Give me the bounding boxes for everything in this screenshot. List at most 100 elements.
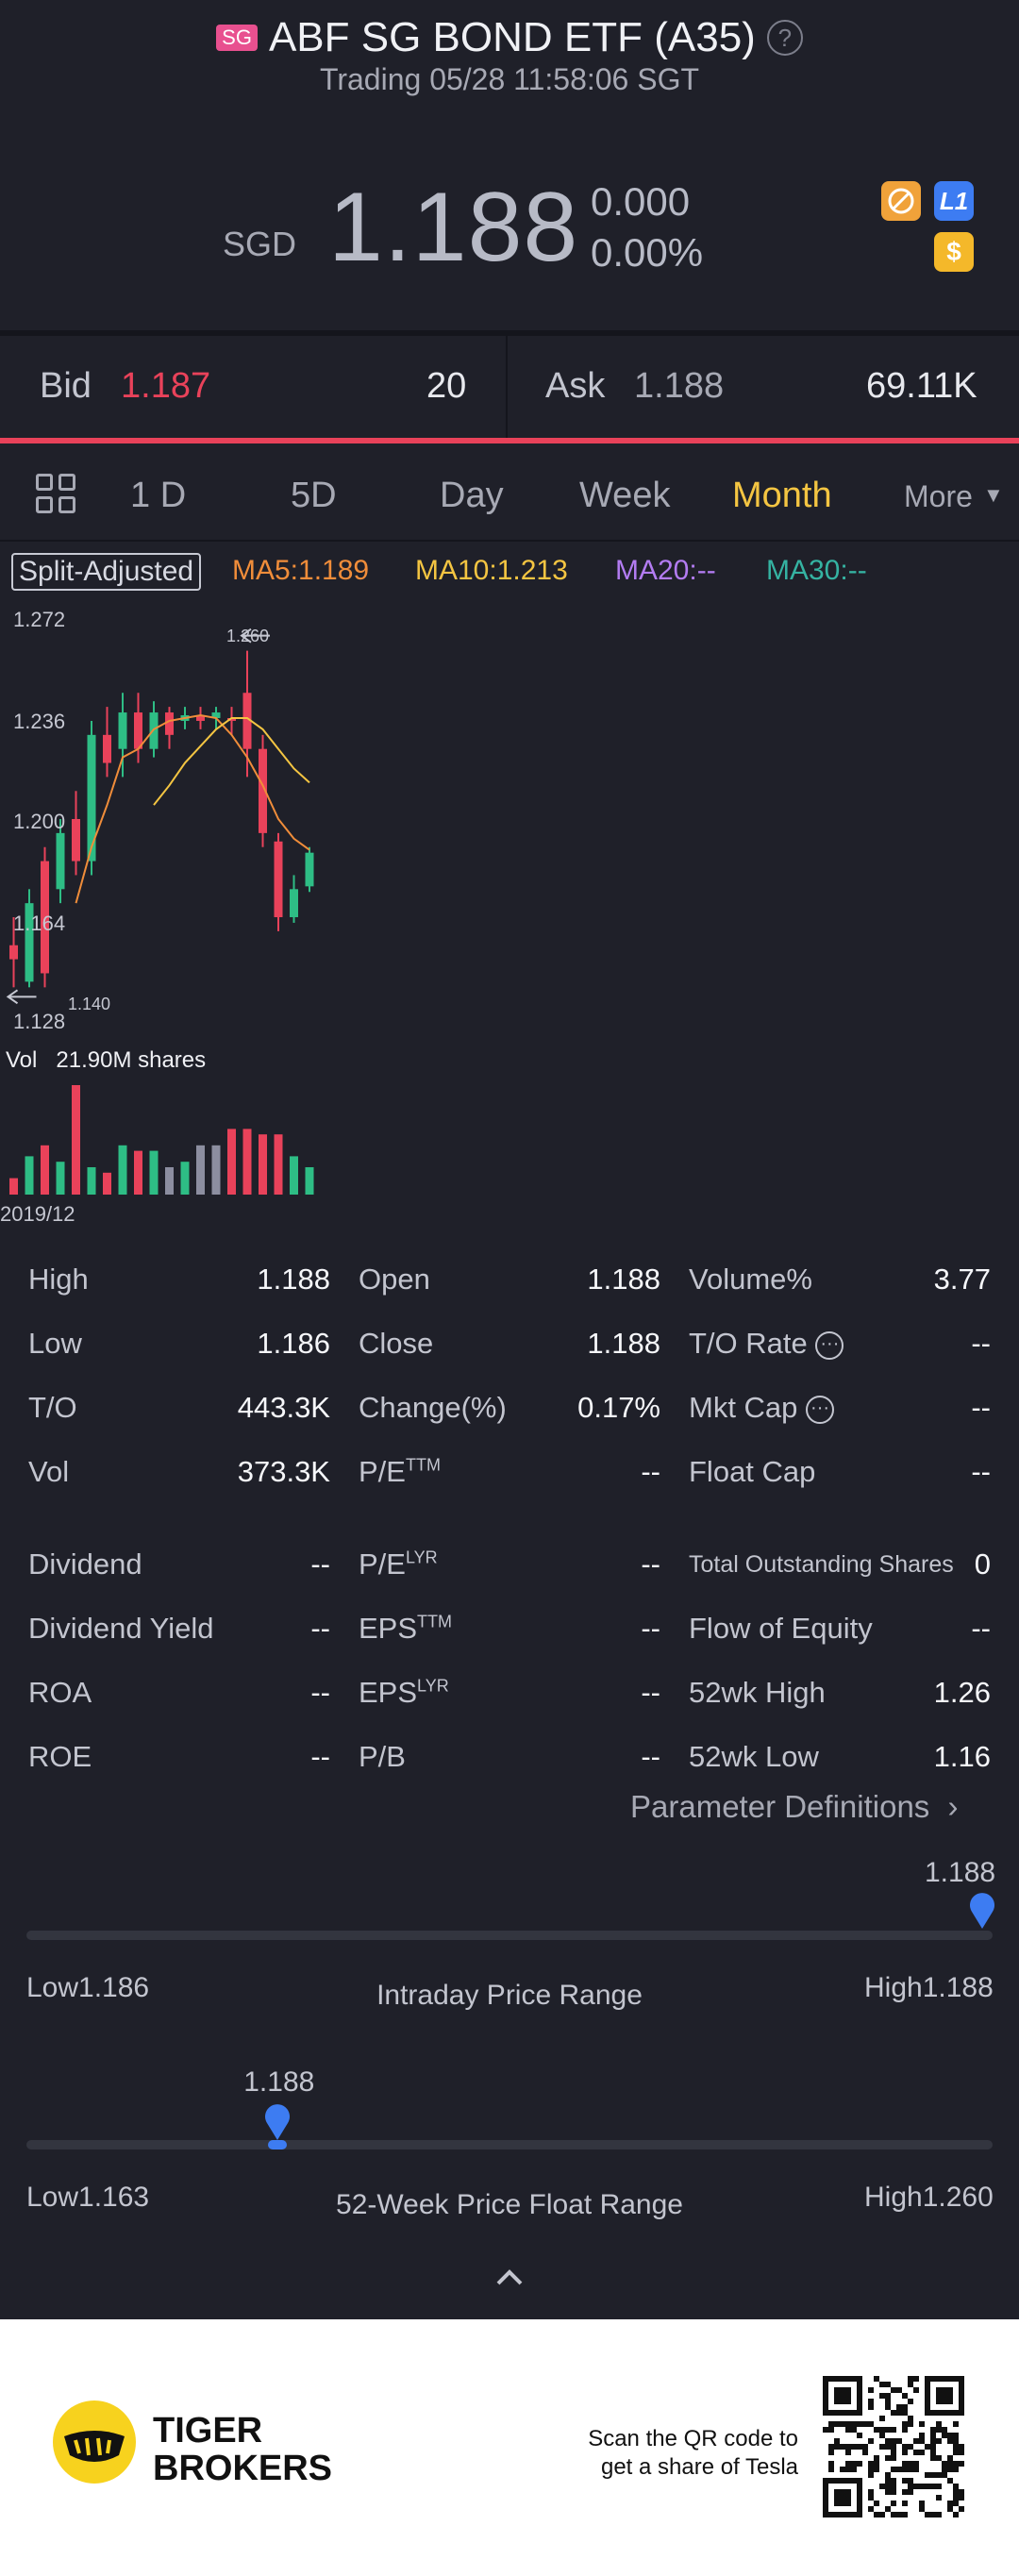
stat-epsttm-value: -- [641,1612,660,1645]
stat-pelyr-value: -- [641,1547,660,1581]
ask-label: Ask [545,366,606,406]
stat-mktcap-value: -- [971,1391,991,1424]
tab-1d[interactable]: 1 D [130,476,187,515]
candle-body [290,889,298,918]
volume-bar [165,1167,174,1195]
page-title: ABF SG BOND ETF (A35) [268,14,756,60]
split-adjusted-toggle[interactable]: Split-Adjusted [11,553,202,591]
price-change-pct: 0.00% [591,230,704,275]
stat-torate-label: T/O Rate ··· [689,1327,844,1361]
stat-dividend-value: -- [310,1547,330,1581]
qr-code-icon[interactable] [823,2376,964,2517]
bid-ask-separator [506,336,508,440]
bid-size: 20 [426,366,467,406]
help-icon[interactable]: ? [766,20,803,56]
period-tabs: 1 D 5D Day Week Month More ▼ [0,449,1019,544]
stat-pettm-label: P/ETTM [359,1455,441,1489]
stat-dividend-label: Dividend [28,1547,142,1581]
footer-banner: TIGER BROKERS Scan the QR code to get a … [0,2319,1019,2576]
tab-month[interactable]: Month [732,476,832,515]
more-info-icon[interactable]: ··· [806,1395,835,1424]
volume-bar [149,1150,159,1195]
volume-bar [242,1129,252,1195]
stat-floatcap-label: Float Cap [689,1455,816,1488]
ask-size: 69.11K [866,366,977,406]
tab-week[interactable]: Week [579,476,671,515]
candle-body [211,712,221,718]
stat-tos-value: 0 [974,1547,991,1581]
tab-day[interactable]: Day [440,476,504,515]
volume-bar [180,1162,190,1195]
ma30-value: MA30:-- [766,555,867,586]
intraday-range-title: Intraday Price Range [376,1980,643,2011]
low-marker-label: 1.140 [68,995,111,1013]
week52-marker-icon [265,2104,291,2140]
volume-bar [196,1145,205,1195]
stat-52wh-label: 52wk High [689,1676,826,1709]
dollar-icon[interactable]: $ [934,232,974,272]
stat-floatcap-value: -- [971,1455,991,1488]
y-tick-label: 1.128 [13,1010,66,1033]
candle-body [134,712,142,749]
stat-roa-label: ROA [28,1676,92,1709]
volume-bar [290,1156,298,1195]
brand-name: TIGER BROKERS [153,2412,332,2487]
price-change: 0.000 [591,179,691,224]
price-line [0,438,1019,443]
stat-epslyr-label: EPSLYR [359,1676,449,1710]
stat-open-label: Open [359,1263,430,1296]
stat-torate-value: -- [971,1327,991,1360]
volume-label: Vol 21.90M shares [6,1047,206,1074]
currency: SGD [223,225,297,263]
stat-flow-label: Flow of Equity [689,1612,873,1645]
stat-close-value: 1.188 [587,1327,660,1360]
stat-epslyr-text: EPS [359,1676,418,1709]
parameter-definitions-link[interactable]: Parameter Definitions › [630,1789,958,1825]
chevron-down-icon[interactable]: ▼ [983,483,1004,507]
brand-line-2: BROKERS [153,2449,333,2488]
volume-value: 21.90M shares [56,1047,207,1073]
brand-line-1: TIGER [153,2411,263,2451]
stat-mktcap-label: Mkt Cap ··· [689,1391,835,1425]
volume-bar [118,1145,127,1195]
more-info-icon[interactable]: ··· [815,1330,844,1360]
volume-bar [274,1134,283,1195]
stat-volpct-label: Volume% [689,1263,812,1296]
volume-bar [56,1162,65,1195]
stat-epsttm-text: EPS [359,1612,418,1645]
volume-bar [103,1172,111,1195]
stat-vol-value: 373.3K [237,1455,330,1488]
intraday-marker-icon [970,1893,994,1929]
intraday-high-label: High1.188 [864,1972,994,2003]
volume-title: Vol [6,1047,38,1073]
stat-roe-label: ROE [28,1740,92,1773]
candle-body [56,832,65,890]
stat-mktcap-text: Mkt Cap [689,1391,798,1424]
bid-label: Bid [40,366,92,406]
stat-52wl-value: 1.16 [933,1740,991,1773]
candle-body [9,945,18,960]
level-one-icon[interactable]: L1 [934,181,974,221]
low-marker-arrow [6,989,37,1005]
layout-grid-icon[interactable] [36,474,77,515]
ma-row: Split-Adjusted MA5:1.189 MA10:1.213 MA20… [0,547,1019,594]
no-shorting-icon[interactable] [881,181,921,221]
candle-body [72,819,80,861]
week52-marker-label: 1.188 [243,2066,315,2098]
stat-pelyr-label: P/ELYR [359,1547,438,1581]
candle-body [196,715,205,721]
stat-epslyr-sup: LYR [417,1676,449,1696]
stat-52wh-value: 1.26 [933,1676,991,1709]
stat-low-label: Low [28,1327,82,1360]
y-tick-label: 1.236 [13,710,66,733]
candlestick-chart[interactable] [0,594,340,1236]
tab-5d[interactable]: 5D [291,476,337,515]
stat-volpct-value: 3.77 [933,1263,991,1296]
chevron-up-icon[interactable] [491,2267,528,2289]
stat-low-value: 1.186 [257,1327,330,1360]
high-marker-arrow [240,627,270,644]
volume-bar [259,1134,267,1195]
divider [0,540,1019,542]
tab-more[interactable]: More [904,479,973,513]
last-price: 1.188 [328,173,579,282]
